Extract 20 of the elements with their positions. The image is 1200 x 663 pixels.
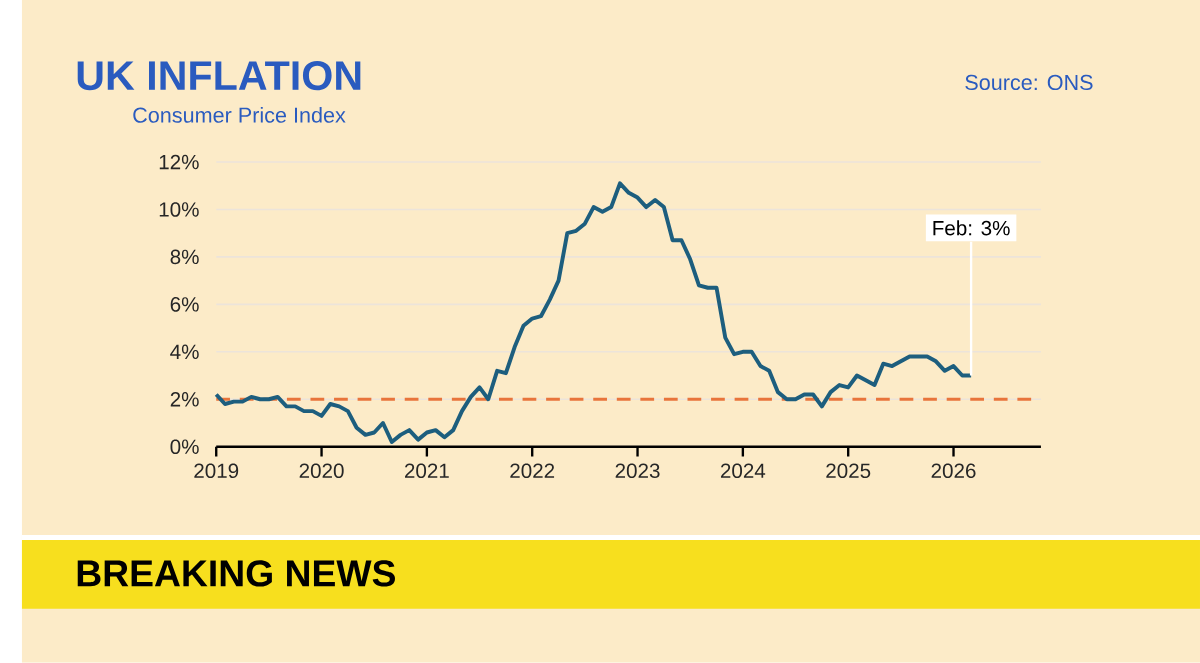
annotation: Feb: 3%	[933, 220, 1010, 236]
source-note: Source: ONS	[965, 74, 1093, 91]
y-tick-label: 10%	[159, 202, 199, 217]
y-tick-label: 8%	[170, 249, 199, 265]
y-tick-label: 4%	[170, 344, 199, 360]
y-tick-label: 6%	[170, 297, 199, 312]
chart-title: UK INFLATION	[77, 61, 361, 91]
y-tick-label: 2%	[170, 392, 199, 407]
x-tick-label: 2019	[194, 463, 239, 479]
y-tick-label: 12%	[159, 154, 199, 170]
x-tick-label: 2024	[720, 463, 766, 479]
x-tick-label: 2022	[510, 463, 555, 479]
x-tick-label: 2021	[405, 463, 449, 479]
text: BREAKING NEWS	[77, 560, 395, 587]
x-tick-label: 2023	[615, 463, 660, 479]
x-tick-label: 2026	[931, 463, 976, 479]
y-tick-label: 0%	[170, 439, 199, 455]
x-tick-label: 2025	[826, 463, 871, 479]
x-tick-label: 2020	[299, 463, 344, 479]
chart-subtitle: Consumer Price Index	[133, 107, 346, 123]
